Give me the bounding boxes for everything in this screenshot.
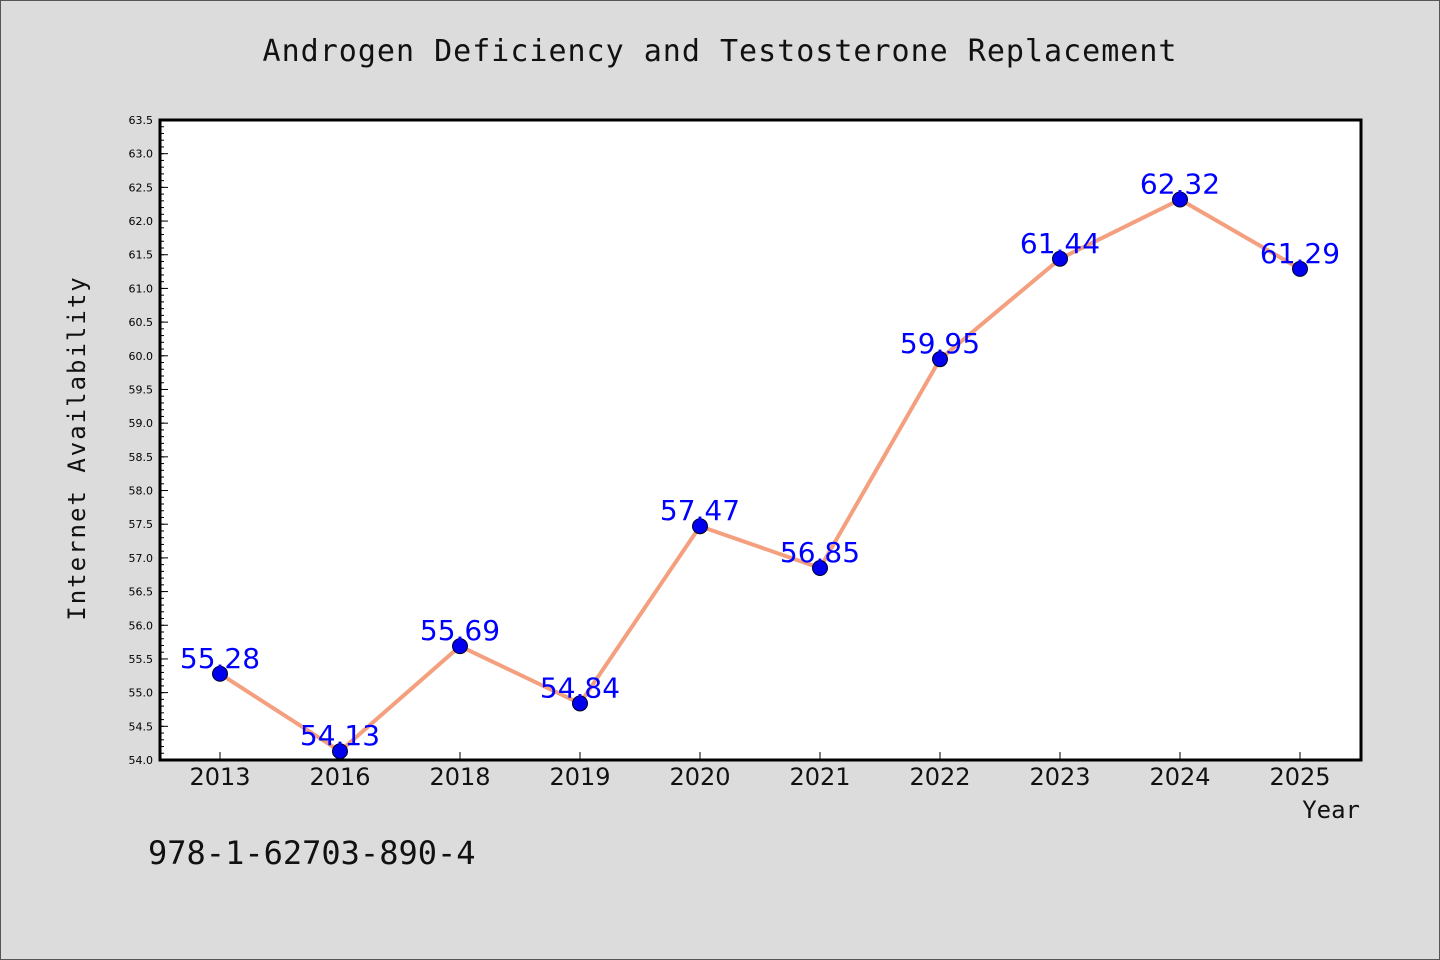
y-tick-label: 55.0 bbox=[129, 687, 154, 700]
data-label: 62.32 bbox=[1140, 167, 1220, 200]
y-tick-label: 57.0 bbox=[129, 552, 154, 565]
x-tick-label: 2023 bbox=[1029, 763, 1090, 791]
data-label: 61.29 bbox=[1260, 237, 1340, 270]
x-tick-label: 2020 bbox=[669, 763, 730, 791]
data-label: 57.47 bbox=[660, 494, 740, 527]
data-label: 55.28 bbox=[180, 642, 260, 675]
x-tick-label: 2019 bbox=[549, 763, 610, 791]
y-tick-label: 62.5 bbox=[129, 181, 154, 194]
y-tick-label: 63.0 bbox=[129, 148, 154, 161]
x-tick-label: 2016 bbox=[309, 763, 370, 791]
y-tick-label: 54.0 bbox=[129, 754, 154, 767]
x-tick-label: 2021 bbox=[789, 763, 850, 791]
data-label: 54.84 bbox=[540, 671, 620, 704]
x-tick-label: 2018 bbox=[429, 763, 490, 791]
x-tick-label: 2013 bbox=[189, 763, 250, 791]
y-tick-label: 55.5 bbox=[129, 653, 154, 666]
data-point bbox=[932, 351, 948, 368]
data-point bbox=[692, 518, 708, 535]
data-label: 55.69 bbox=[420, 614, 500, 647]
series-line bbox=[218, 197, 1302, 754]
data-point bbox=[1052, 250, 1068, 267]
y-tick-label: 59.0 bbox=[129, 417, 154, 430]
data-point bbox=[812, 560, 828, 576]
data-label: 54.13 bbox=[300, 719, 380, 752]
x-axis-label: Year bbox=[1302, 796, 1360, 824]
y-tick-label: 56.5 bbox=[129, 586, 154, 599]
y-tick-label: 58.5 bbox=[129, 451, 154, 464]
data-label: 56.85 bbox=[780, 536, 860, 569]
y-tick-label: 63.5 bbox=[129, 114, 154, 127]
data-point bbox=[452, 638, 468, 655]
data-point bbox=[572, 695, 588, 712]
y-tick-label: 61.0 bbox=[129, 282, 154, 295]
x-tick-label: 2022 bbox=[909, 763, 970, 791]
plot-border bbox=[158, 118, 1363, 762]
y-tick-label: 54.5 bbox=[129, 720, 154, 733]
y-tick-label: 57.5 bbox=[129, 518, 154, 531]
data-label: 59.95 bbox=[900, 327, 980, 360]
isbn-footer: 978-1-62703-890-4 bbox=[148, 834, 476, 872]
data-point bbox=[1172, 191, 1188, 208]
data-point bbox=[212, 665, 228, 682]
x-tick-label: 2025 bbox=[1269, 763, 1330, 791]
y-tick-label: 56.0 bbox=[129, 619, 154, 632]
y-tick-label: 61.5 bbox=[129, 249, 154, 262]
y-tick-label: 58.0 bbox=[129, 485, 154, 498]
y-tick-label: 60.0 bbox=[129, 350, 154, 363]
y-tick-label: 60.5 bbox=[129, 316, 154, 329]
y-tick-label: 59.5 bbox=[129, 383, 154, 396]
data-label: 61.44 bbox=[1020, 227, 1100, 260]
x-tick-label: 2024 bbox=[1149, 763, 1210, 791]
plot-area bbox=[160, 120, 1361, 760]
data-point bbox=[1292, 260, 1308, 277]
chart-title: Androgen Deficiency and Testosterone Rep… bbox=[262, 34, 1178, 69]
y-tick-label: 62.0 bbox=[129, 215, 154, 228]
